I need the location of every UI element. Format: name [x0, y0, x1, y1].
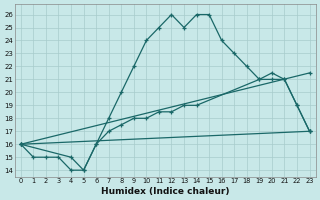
X-axis label: Humidex (Indice chaleur): Humidex (Indice chaleur) [101, 187, 229, 196]
